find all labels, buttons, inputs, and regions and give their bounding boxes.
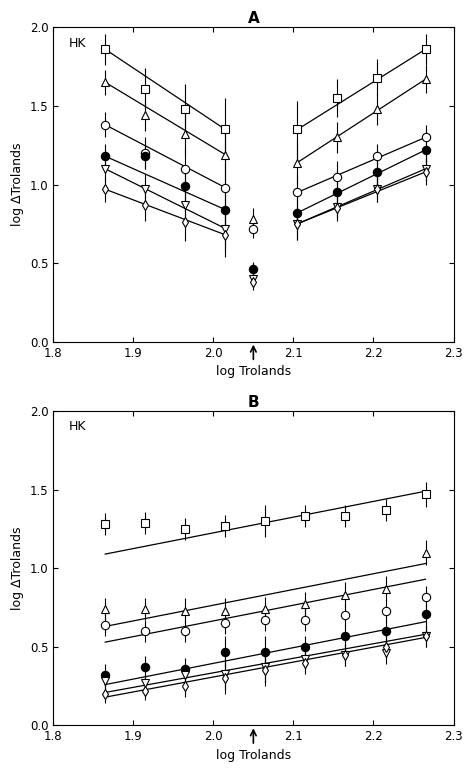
X-axis label: log Trolands: log Trolands (216, 365, 291, 378)
Y-axis label: log ∆Trolands: log ∆Trolands (11, 526, 24, 610)
Text: HK: HK (69, 421, 87, 434)
X-axis label: log Trolands: log Trolands (216, 749, 291, 762)
Title: A: A (247, 11, 259, 26)
Title: B: B (247, 395, 259, 410)
Text: HK: HK (69, 36, 87, 49)
Y-axis label: log ∆Trolands: log ∆Trolands (11, 143, 24, 226)
